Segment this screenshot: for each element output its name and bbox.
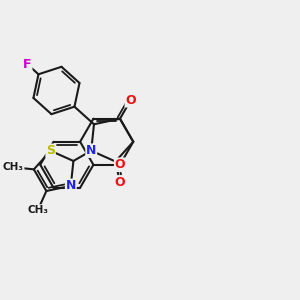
Text: O: O bbox=[125, 94, 136, 107]
Text: N: N bbox=[86, 144, 96, 157]
Text: N: N bbox=[66, 179, 76, 192]
Text: S: S bbox=[46, 144, 55, 157]
Text: CH₃: CH₃ bbox=[3, 162, 24, 172]
Text: F: F bbox=[23, 58, 32, 71]
Text: CH₃: CH₃ bbox=[27, 205, 48, 215]
Text: O: O bbox=[115, 176, 125, 189]
Text: O: O bbox=[115, 158, 125, 171]
